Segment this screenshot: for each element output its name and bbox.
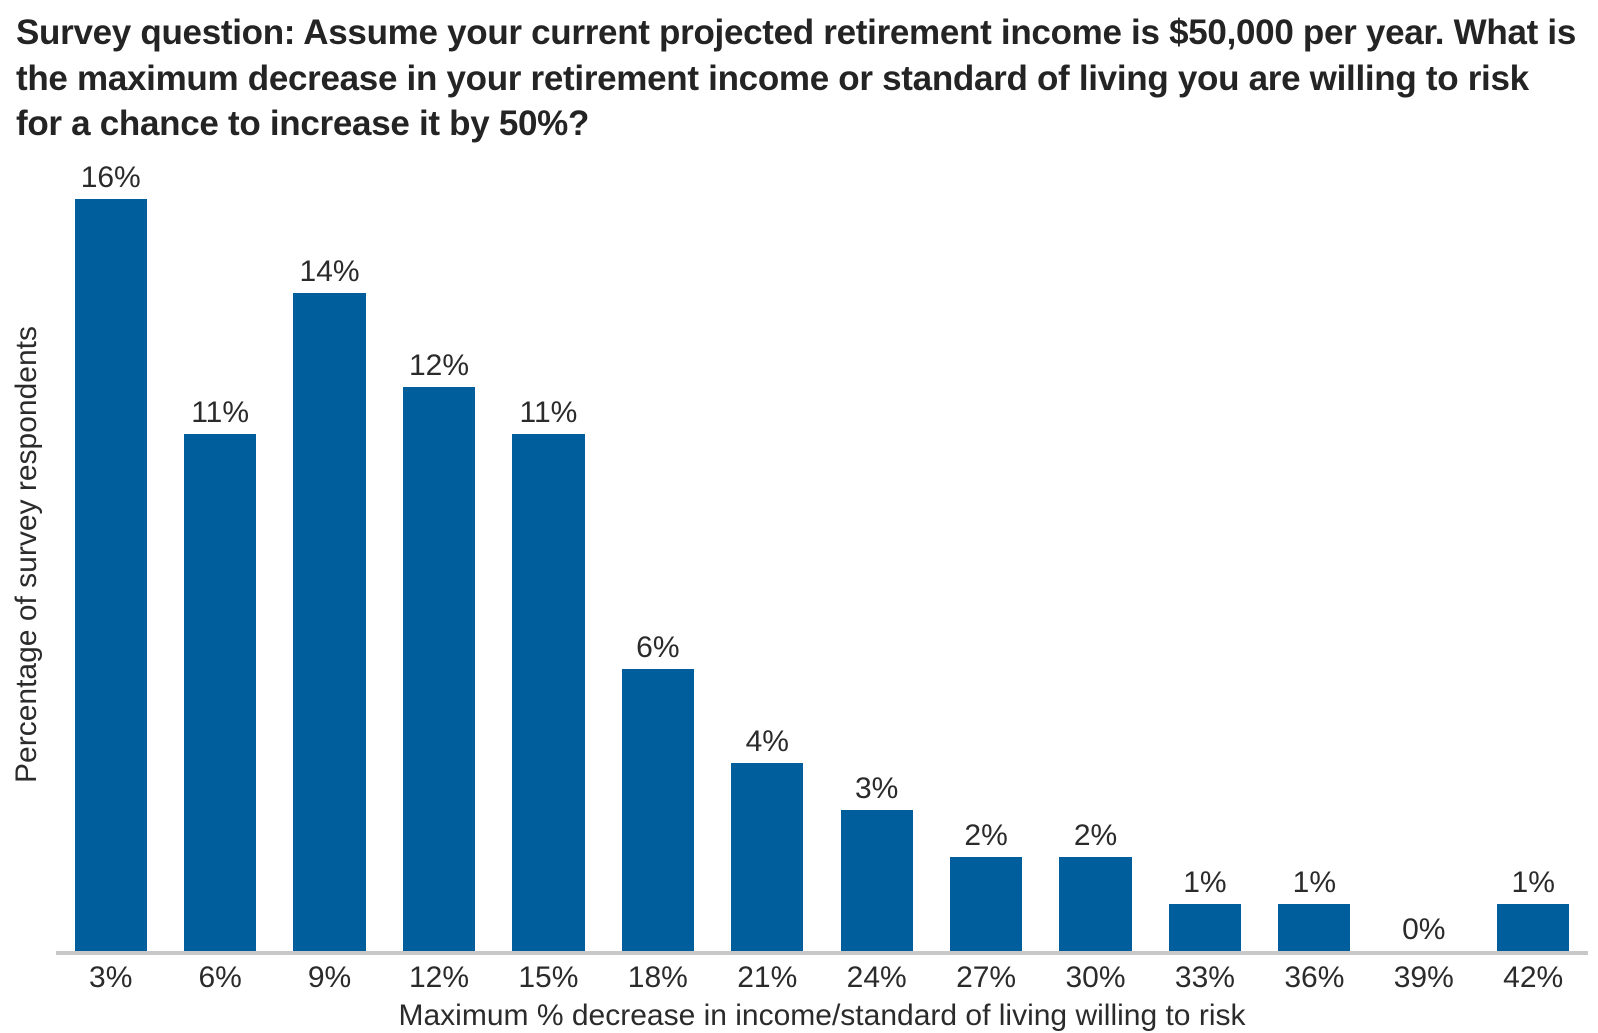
x-tick-label: 30% [1065, 960, 1126, 994]
bar-column: 12% [384, 159, 493, 951]
x-tick-label: 39% [1393, 960, 1454, 994]
x-axis-ticks: 3% 6% 9% 12% 15% 18% 21% 24% 27% 30% 33% 36% 39% 42% [56, 955, 1588, 995]
y-axis: Percentage of survey respondents [0, 159, 54, 951]
x-tick-label: 36% [1284, 960, 1345, 994]
bar-column: 14% [275, 159, 384, 951]
plot-area: 16% 11% 14% 12% 11% 6% 4% 3% 2% 2% 1% 1% 0% 1% [56, 159, 1588, 955]
bar [402, 386, 476, 951]
bar [1168, 903, 1242, 951]
bar [1278, 903, 1351, 951]
bar-value-label: 1% [1292, 865, 1337, 899]
bar-value-label: 0% [1402, 912, 1446, 946]
bar-value-label: 1% [1511, 865, 1555, 899]
bar-column: 3% [822, 159, 931, 951]
x-tick-label: 24% [846, 960, 907, 994]
bar-value-label: 14% [299, 254, 360, 288]
bar [1059, 856, 1132, 951]
x-tick-label: 18% [627, 960, 688, 994]
bar-column: 1% [1260, 159, 1369, 951]
y-axis-label: Percentage of survey respondents [10, 326, 43, 783]
bar [512, 433, 585, 951]
x-tick-label: 27% [956, 960, 1017, 994]
bar [293, 292, 366, 951]
bar [949, 856, 1023, 951]
bar-value-label: 1% [1183, 865, 1227, 899]
bar-value-label: 4% [745, 724, 789, 758]
bar-column: 2% [931, 159, 1040, 951]
x-tick-label: 15% [518, 960, 579, 994]
bar-column: 1% [1150, 159, 1259, 951]
bar-value-label: 11% [191, 395, 250, 429]
bar-value-label: 6% [636, 630, 680, 664]
bar-column: 11% [165, 159, 274, 951]
bar-column: 4% [713, 159, 822, 951]
bar-column: 11% [494, 159, 603, 951]
bar [74, 198, 147, 951]
chart-title: Survey question: Assume your current pro… [16, 13, 1576, 143]
x-axis-label: Maximum % decrease in income/standard of… [398, 998, 1246, 1032]
chart: Percentage of survey respondents 16% 11% 1… [0, 159, 1598, 1033]
x-tick-label: 42% [1503, 960, 1564, 994]
x-tick-label: 21% [737, 960, 798, 994]
bar-column: 2% [1041, 159, 1150, 951]
bar-value-label: 2% [1073, 818, 1118, 852]
x-tick-label: 9% [307, 960, 352, 994]
bar [184, 433, 257, 951]
bar [731, 762, 804, 951]
bar-column: 1% [1478, 159, 1587, 951]
x-tick-label: 6% [198, 960, 242, 994]
bar [621, 668, 694, 951]
bar [840, 809, 913, 951]
bar-value-label: 16% [80, 160, 141, 194]
x-tick-label: 12% [408, 960, 469, 994]
bar-value-label: 3% [854, 771, 899, 805]
bar [1497, 903, 1570, 951]
bar-value-label: 12% [408, 348, 469, 382]
bar-value-label: 11% [519, 395, 578, 429]
bar-column: 0% [1369, 159, 1478, 951]
bar-value-label: 2% [964, 818, 1008, 852]
bar-column: 6% [603, 159, 712, 951]
x-tick-label: 33% [1174, 960, 1235, 994]
bar-column: 16% [56, 159, 165, 951]
x-tick-label: 3% [89, 960, 133, 994]
